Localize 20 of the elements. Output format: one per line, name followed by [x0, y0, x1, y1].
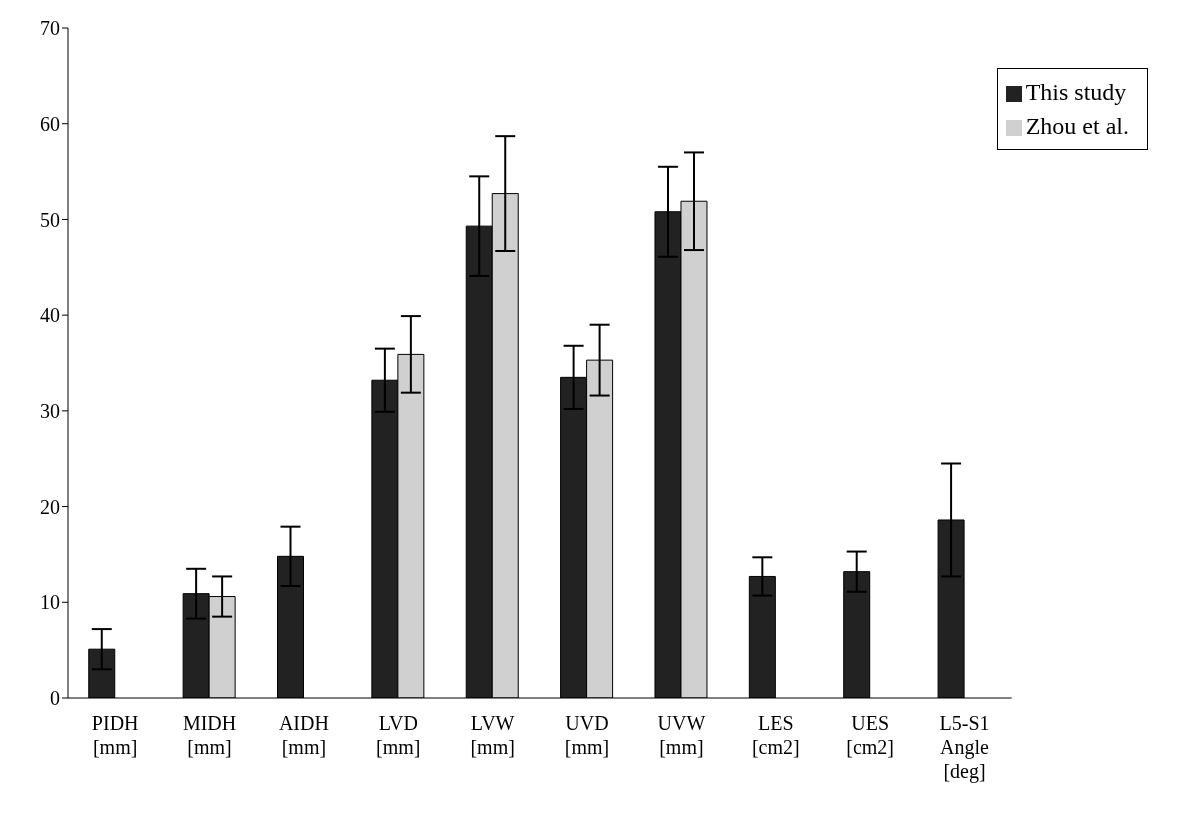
y-tick-label: 0 — [50, 687, 60, 710]
y-tick-label: 10 — [40, 591, 60, 614]
x-tick-label: LVD [mm] — [376, 712, 421, 758]
y-tick-label: 70 — [40, 17, 60, 40]
x-tick-label: PIDH [mm] — [91, 712, 139, 758]
y-tick-label: 20 — [40, 495, 60, 518]
x-tick-label: LES [cm2] — [751, 712, 800, 758]
x-tick-label: MIDH [mm] — [182, 712, 237, 758]
legend-label: This study — [1025, 79, 1127, 105]
y-tick-label: 50 — [40, 208, 60, 231]
y-tick-label: 40 — [40, 304, 60, 327]
legend-label: Zhou et al. — [1025, 113, 1129, 139]
x-tick-label: UVD [mm] — [564, 712, 610, 758]
x-tick-label: LVW [mm] — [470, 712, 515, 758]
x-tick-label: AIDH [mm] — [278, 712, 329, 758]
y-tick-label: 30 — [40, 399, 60, 422]
x-tick-label: UES [cm2] — [846, 712, 895, 758]
x-tick-label: UVW [mm] — [657, 712, 706, 758]
x-tick-label: L5-S1 Angle [deg] — [939, 712, 990, 783]
y-tick-label: 60 — [40, 112, 60, 135]
